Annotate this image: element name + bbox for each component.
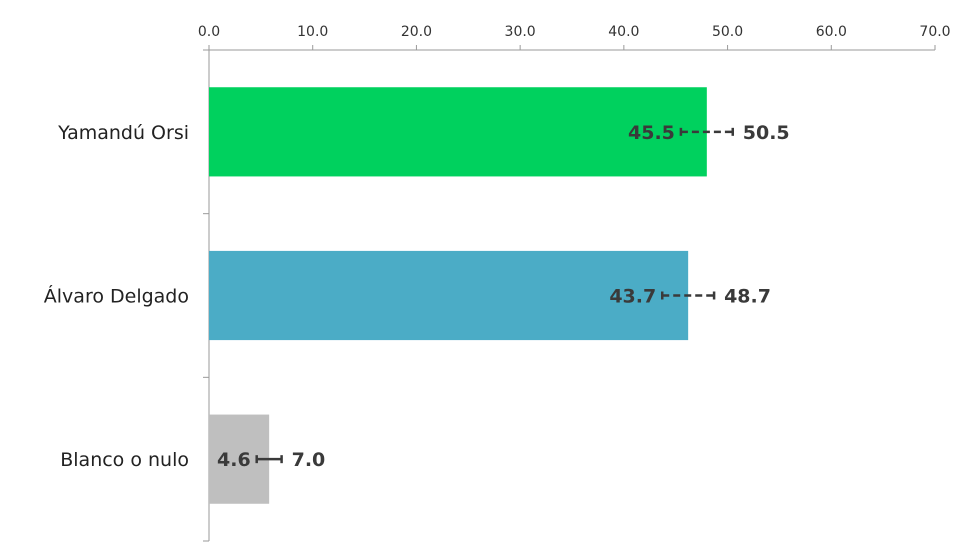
range-markers-group: 45.5 50.5 43.7 48.7 4.6 7.0 <box>217 122 790 471</box>
bar <box>209 87 707 177</box>
x-axis: 0.0 10.0 20.0 30.0 40.0 50.0 60.0 70.0 <box>198 24 951 51</box>
x-tick-label: 0.0 <box>198 24 220 40</box>
x-tick-label: 60.0 <box>816 24 847 40</box>
category-label: Blanco o nulo <box>60 449 189 471</box>
x-tick-label: 70.0 <box>919 24 950 40</box>
x-tick-label: 40.0 <box>608 24 639 40</box>
range-high-label: 7.0 <box>292 449 326 471</box>
range-low-label: 43.7 <box>609 286 656 308</box>
x-tick-label: 50.0 <box>712 24 743 40</box>
bar <box>209 250 689 341</box>
x-tick-label: 20.0 <box>401 24 432 40</box>
category-label: Yamandú Orsi <box>57 122 189 144</box>
category-label: Álvaro Delgado <box>44 285 189 308</box>
range-high-label: 50.5 <box>743 122 790 144</box>
range-high-label: 48.7 <box>724 286 771 308</box>
range-low-label: 4.6 <box>217 449 251 471</box>
x-tick-label: 10.0 <box>297 24 328 40</box>
y-axis: Yamandú Orsi Álvaro Delgado Blanco o nulo <box>44 49 210 542</box>
x-tick-label: 30.0 <box>505 24 536 40</box>
range-low-label: 45.5 <box>628 122 675 144</box>
bars-group <box>209 87 707 504</box>
